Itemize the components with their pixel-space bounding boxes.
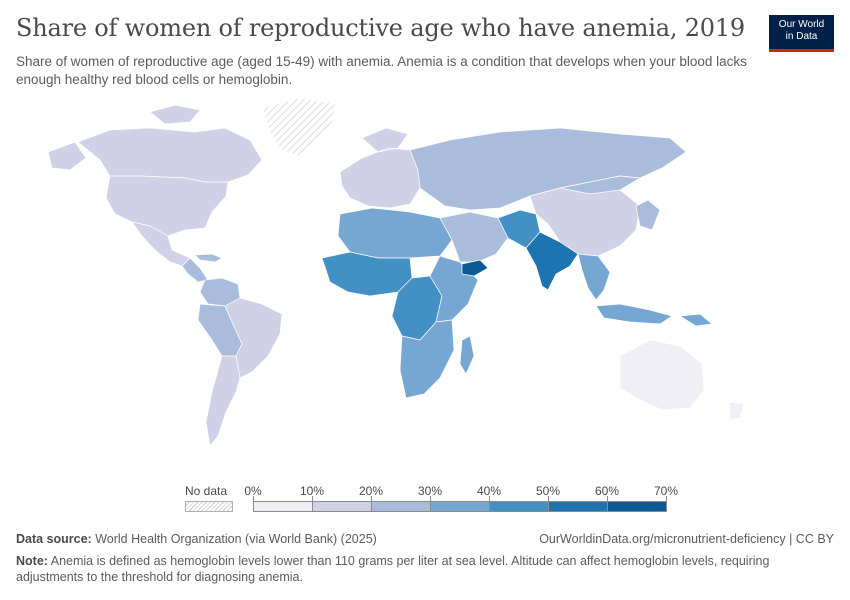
legend-tick [312, 496, 313, 501]
legend-bin-3[interactable] [430, 501, 490, 512]
region-southern-africa[interactable] [399, 319, 455, 399]
legend-bin-6[interactable] [607, 501, 667, 512]
legend-bin-0[interactable] [253, 501, 313, 512]
data-source: Data source: World Health Organization (… [16, 532, 377, 546]
note-text: Anemia is defined as hemoglobin levels l… [16, 554, 770, 584]
legend-tick [430, 496, 431, 501]
legend-tick-label: 0% [244, 484, 262, 498]
chart-title: Share of women of reproductive age who h… [16, 14, 745, 42]
legend-tick-label: 60% [594, 484, 620, 498]
legend-tick-label: 20% [358, 484, 384, 498]
region-indonesia[interactable] [595, 303, 673, 325]
legend-tick [666, 496, 667, 501]
legend-bin-1[interactable] [312, 501, 372, 512]
logo-line1: Our World [778, 19, 825, 30]
region-madagascar[interactable] [459, 335, 475, 375]
source-label: Data source: [16, 532, 92, 546]
region-australia[interactable] [619, 339, 705, 411]
owid-logo[interactable]: Our World in Data [769, 15, 834, 52]
legend-tick-label: 40% [476, 484, 502, 498]
region-middle-east[interactable] [439, 211, 509, 263]
region-new-zealand[interactable] [729, 401, 745, 421]
legend-tick [548, 496, 549, 501]
region-europe[interactable] [339, 127, 421, 209]
chart-subtitle: Share of women of reproductive age (aged… [16, 54, 747, 87]
note-label: Note: [16, 554, 48, 568]
region-greenland[interactable] [261, 97, 337, 157]
region-united-states[interactable] [47, 141, 229, 237]
region-yemen[interactable] [461, 259, 489, 277]
region-japan-korea[interactable] [635, 199, 661, 231]
legend-bin-5[interactable] [548, 501, 608, 512]
region-southern-cone[interactable] [205, 355, 241, 447]
region-canada[interactable] [77, 104, 263, 183]
region-brazil[interactable] [224, 297, 283, 379]
footer-note: Note: Anemia is defined as hemoglobin le… [16, 553, 826, 585]
legend-tick-label: 10% [299, 484, 325, 498]
legend-no-data-label: No data [185, 484, 228, 498]
legend-tick [371, 496, 372, 501]
region-north-africa[interactable] [337, 207, 453, 259]
legend-bin-2[interactable] [371, 501, 431, 512]
legend-tick-label: 70% [653, 484, 679, 498]
world-map[interactable] [0, 95, 850, 475]
legend-tick-label: 30% [417, 484, 443, 498]
region-india[interactable] [525, 231, 579, 291]
region-mongolia[interactable] [559, 175, 641, 195]
legend-tick [607, 496, 608, 501]
legend-bin-4[interactable] [489, 501, 549, 512]
legend-tick [489, 496, 490, 501]
region-papua-new-guinea[interactable] [679, 313, 713, 327]
legend-no-data-swatch[interactable] [185, 501, 233, 512]
region-west-africa[interactable] [321, 251, 413, 297]
footer-url[interactable]: OurWorldinData.org/micronutrient-deficie… [539, 532, 834, 546]
legend: No data 0% 10% 20% 30% 40% 50% 60% 70% [0, 480, 850, 520]
source-text[interactable]: World Health Organization (via World Ban… [91, 532, 377, 546]
legend-tick-label: 50% [535, 484, 561, 498]
logo-line2: in Data [785, 31, 818, 42]
legend-tick [253, 496, 254, 501]
region-southeast-asia[interactable] [577, 253, 611, 301]
region-caribbean[interactable] [194, 253, 223, 263]
